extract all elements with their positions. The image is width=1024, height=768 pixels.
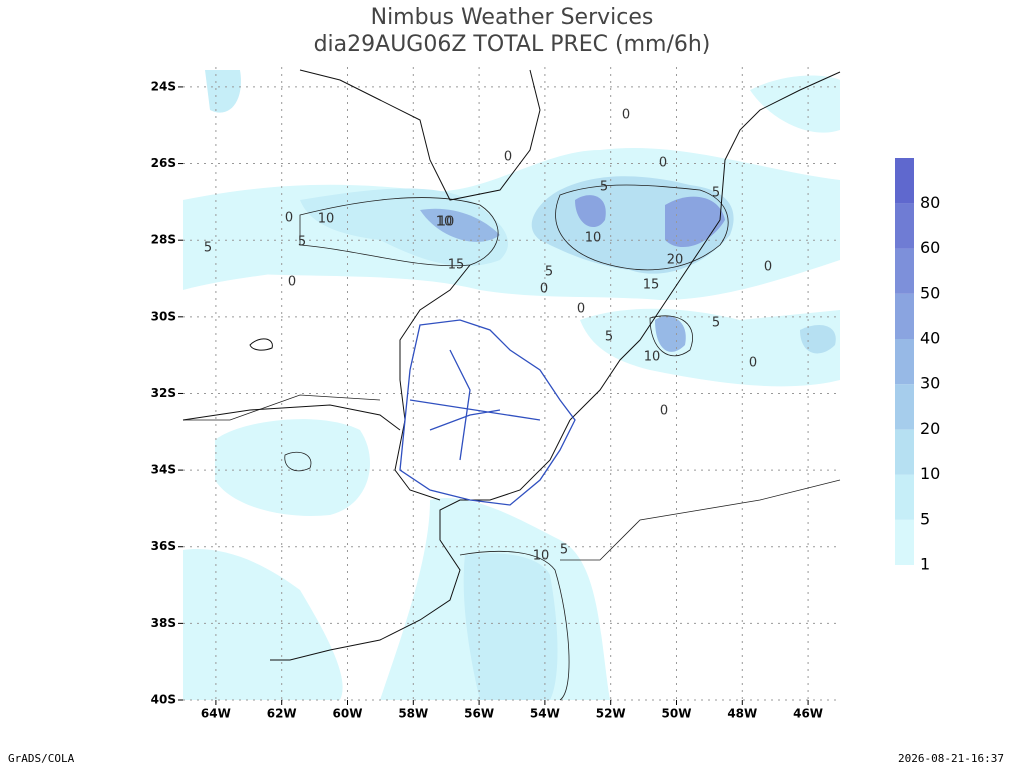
colorbar-label: 60	[920, 238, 940, 257]
contour-label: 5	[298, 235, 306, 250]
lon-label: 50W	[662, 707, 692, 721]
colorbar-box	[895, 384, 914, 430]
lat-label: 38S	[151, 616, 176, 630]
colorbar-label: 5	[920, 509, 930, 528]
colorbar-label: 10	[920, 464, 940, 483]
coastlines	[182, 69, 841, 661]
lon-label: 60W	[333, 707, 363, 721]
contour-label: 20	[667, 253, 684, 268]
lon-label: 64W	[201, 707, 231, 721]
lat-label: 36S	[151, 539, 176, 553]
colorbar-label: 40	[920, 329, 940, 348]
contour-label: 5	[605, 330, 613, 345]
contour-label: 5	[204, 241, 212, 256]
contour-label: 15	[448, 258, 465, 273]
lon-label: 48W	[727, 707, 757, 721]
footer-right: 2026-08-21-16:37	[898, 752, 1004, 765]
contour-label: 5	[600, 180, 608, 195]
lat-label: 28S	[151, 233, 176, 247]
lon-label: 62W	[267, 707, 297, 721]
colorbar-label: 1	[920, 555, 930, 574]
colorbar-label: 20	[920, 419, 940, 438]
contour-label: 10	[318, 212, 335, 227]
colorbar-label: 80	[920, 193, 940, 212]
contour-label: 0	[504, 150, 512, 165]
title: Nimbus Weather Services	[371, 5, 654, 30]
contour-label: 0	[288, 275, 296, 290]
lon-label: 56W	[464, 707, 494, 721]
colorbar: 1 5 10 20 30 40 50 60 80	[895, 158, 940, 574]
lon-label: 52W	[596, 707, 626, 721]
graticule: 24S 26S 28S 30S 32S 34S 36S 38S 40S 64W 62W 60W 58W 5…	[151, 67, 840, 721]
lat-label: 30S	[151, 309, 176, 323]
lat-label: 34S	[151, 463, 176, 477]
contour-label: 10	[644, 350, 661, 365]
colorbar-label: 30	[920, 374, 940, 393]
contour-label: 5	[712, 186, 720, 201]
contour-label: 0	[749, 356, 757, 371]
contour-label: 0	[660, 404, 668, 419]
colorbar-box	[895, 248, 914, 294]
contour-label: 10	[585, 231, 602, 246]
colorbar-box	[895, 474, 914, 520]
lat-label: 24S	[151, 79, 176, 93]
contour-label: 10	[438, 215, 455, 230]
lat-label: 26S	[151, 156, 176, 170]
precip-shading	[183, 70, 840, 700]
lon-label: 54W	[530, 707, 560, 721]
colorbar-box	[895, 203, 914, 249]
contour-label: 10	[533, 549, 550, 564]
contour-label: 5	[560, 543, 568, 558]
colorbar-box	[895, 519, 914, 565]
colorbar-box	[895, 158, 914, 204]
colorbar-box	[895, 339, 914, 385]
lat-label: 40S	[151, 693, 176, 707]
colorbar-label: 50	[920, 283, 940, 302]
footer-left: GrADS/COLA	[8, 752, 75, 765]
contour-label: 0	[285, 211, 293, 226]
contour-label: 15	[643, 278, 660, 293]
contour-label: 0	[622, 108, 630, 123]
contours	[183, 184, 841, 701]
contour-label: 5	[712, 316, 720, 331]
contour-label: 0	[764, 260, 772, 275]
lon-label: 46W	[793, 707, 823, 721]
lon-label: 58W	[398, 707, 428, 721]
uruguay	[399, 319, 576, 506]
subtitle: dia29AUG06Z TOTAL PREC (mm/6h)	[314, 32, 711, 57]
lat-label: 32S	[151, 386, 176, 400]
contour-label: 0	[659, 156, 667, 171]
contour-label: 0	[540, 282, 548, 297]
colorbar-box	[895, 293, 914, 339]
contour-label: 5	[545, 265, 553, 280]
contour-label: 10	[436, 215, 453, 230]
colorbar-box	[895, 429, 914, 475]
contour-label: 0	[577, 302, 585, 317]
